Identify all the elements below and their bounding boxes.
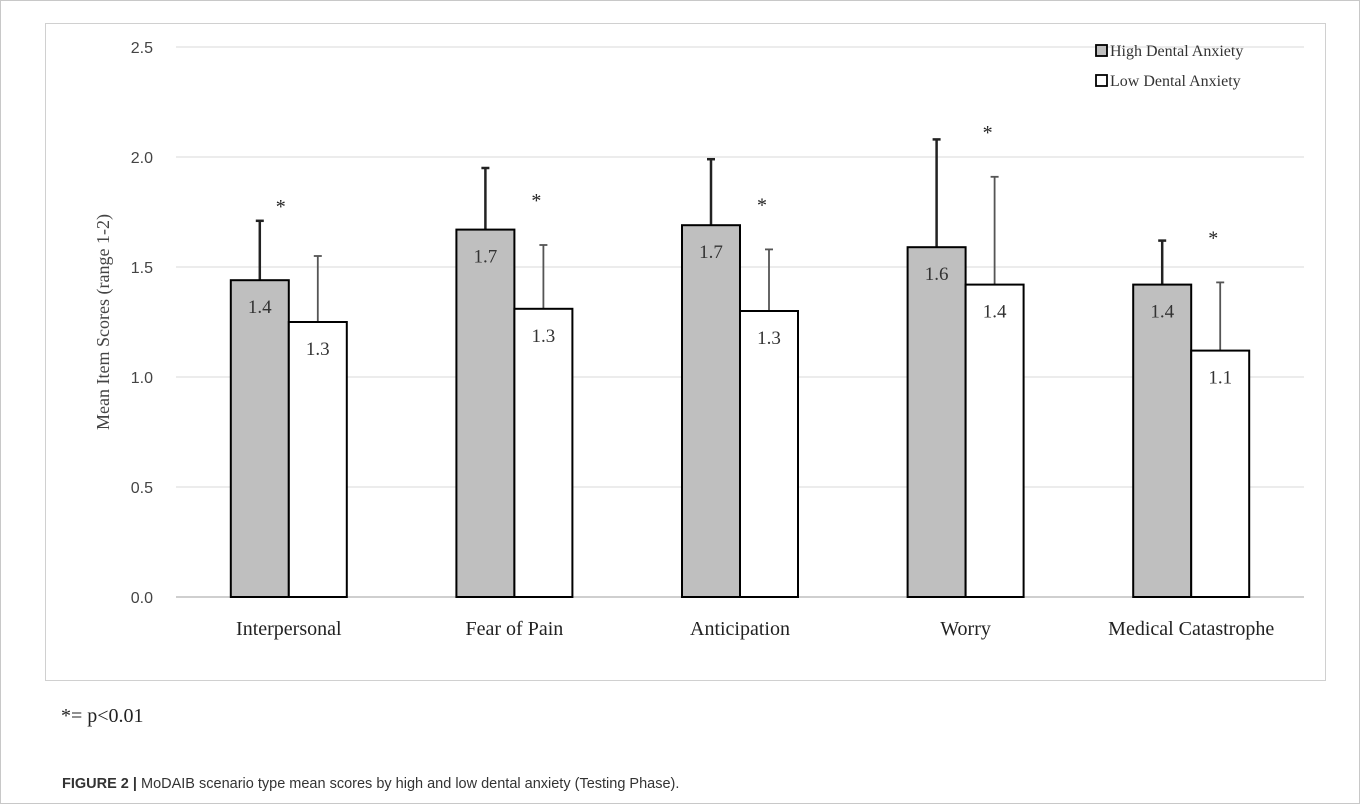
- bar: [1190, 349, 1251, 598]
- bar: [681, 224, 741, 598]
- data-label: 1.4: [248, 297, 272, 318]
- x-category-label: Anticipation: [690, 618, 790, 640]
- bar-chart: 0.0 0.5 1.0 1.5 2.0 2.5 Mean Item Scores (rang…: [93, 40, 1304, 640]
- significance-mark: *: [276, 196, 286, 218]
- legend-swatch: [1095, 74, 1108, 87]
- legend-label: Low Dental Anxiety: [1110, 73, 1241, 90]
- significance-mark: *: [531, 190, 541, 212]
- significance-mark: *: [1208, 227, 1218, 249]
- x-category-label: Fear of Pain: [466, 618, 564, 640]
- data-label: 1.3: [532, 326, 556, 347]
- y-tick-label: 0.0: [131, 590, 153, 607]
- legend-swatch: [1095, 44, 1108, 57]
- bar: [906, 246, 967, 598]
- x-category-label: Interpersonal: [236, 618, 342, 640]
- significance-mark: *: [983, 122, 993, 144]
- bar: [229, 279, 290, 598]
- y-tick-label: 1.0: [131, 370, 153, 387]
- bar: [739, 310, 799, 598]
- y-axis-title: Mean Item Scores (range 1-2): [93, 214, 114, 430]
- bar: [513, 307, 574, 598]
- figure-caption: FIGURE 2 | MoDAIB scenario type mean sco…: [62, 776, 679, 792]
- data-label: 1.7: [699, 242, 723, 263]
- significance-mark: *: [757, 194, 767, 216]
- y-tick-label: 2.5: [131, 40, 153, 57]
- caption-label: FIGURE 2 |: [62, 776, 137, 792]
- bar: [455, 228, 516, 598]
- chart-area: 0.0 0.5 1.0 1.5 2.0 2.5 Mean Item Scores (rang…: [45, 23, 1326, 681]
- x-category-label: Medical Catastrophe: [1108, 618, 1274, 640]
- y-tick-label: 1.5: [131, 260, 153, 277]
- bar: [964, 283, 1025, 598]
- caption-text: MoDAIB scenario type mean scores by high…: [136, 776, 680, 792]
- significance-footnote: *= p<0.01: [61, 705, 144, 727]
- data-label: 1.3: [757, 328, 781, 349]
- bar: [1132, 283, 1193, 598]
- x-category-label: Worry: [940, 618, 991, 640]
- legend-label: High Dental Anxiety: [1110, 43, 1243, 60]
- data-label: 1.4: [983, 302, 1007, 323]
- y-tick-label: 0.5: [131, 480, 153, 497]
- data-label: 1.7: [474, 247, 498, 268]
- y-tick-label: 2.0: [131, 150, 153, 167]
- data-label: 1.4: [1150, 302, 1174, 323]
- data-label: 1.6: [925, 264, 949, 285]
- data-label: 1.3: [306, 339, 330, 360]
- data-label: 1.1: [1208, 368, 1232, 389]
- bar: [287, 321, 348, 598]
